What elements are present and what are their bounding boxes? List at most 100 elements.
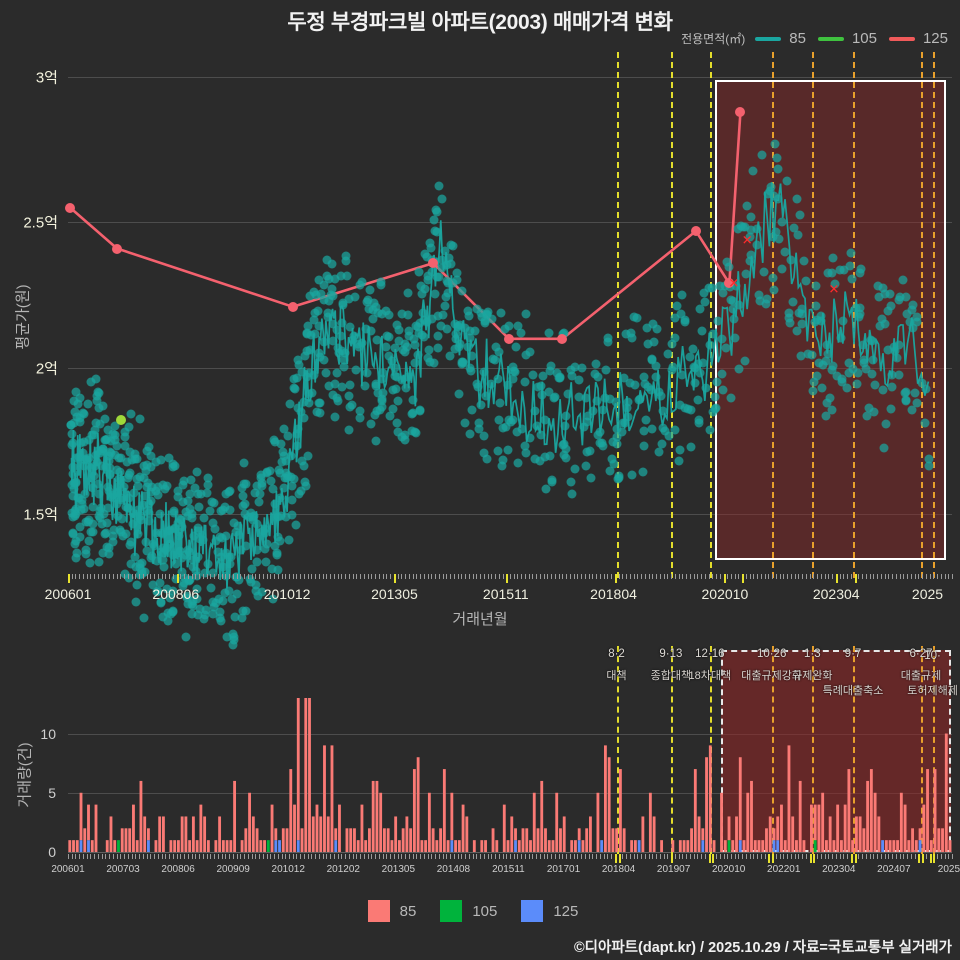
price-point-85 — [438, 310, 447, 319]
price-tick — [682, 574, 683, 579]
price-tick — [802, 574, 803, 579]
volume-tick — [772, 854, 774, 863]
price-point-85 — [433, 228, 442, 237]
price-point-85 — [391, 364, 400, 373]
price-point-85 — [773, 153, 782, 162]
volume-bar-segment-85 — [252, 816, 255, 852]
price-tick — [817, 574, 818, 579]
price-tick — [252, 574, 253, 579]
volume-bar-segment-85 — [840, 840, 843, 852]
volume-tick — [866, 854, 867, 859]
price-point-85 — [94, 489, 103, 498]
volume-tick — [454, 854, 455, 859]
price-point-85 — [330, 412, 339, 421]
price-tick — [308, 574, 309, 579]
price-point-85 — [100, 415, 109, 424]
volume-tick — [300, 854, 301, 859]
price-tick — [649, 574, 650, 579]
volume-bar-segment-85 — [851, 840, 854, 852]
volume-bar-segment-85 — [68, 840, 71, 852]
volume-bar-segment-85 — [80, 793, 83, 840]
price-tick — [933, 574, 934, 579]
price-tick — [158, 574, 159, 579]
volume-bar-segment-85 — [731, 840, 734, 852]
price-point-85 — [658, 407, 667, 416]
price-point-85 — [618, 427, 627, 436]
price-point-85 — [721, 343, 730, 352]
price-tick — [368, 574, 369, 579]
volume-tick — [604, 854, 605, 859]
volume-bar-segment-85 — [256, 828, 259, 852]
volume-bar-segment-85 — [110, 816, 113, 852]
volume-tick — [368, 854, 369, 859]
price-point-85 — [630, 381, 639, 390]
price-tick — [768, 574, 769, 579]
volume-tick — [649, 854, 650, 859]
volume-bar-segment-85 — [847, 769, 850, 852]
price-tick — [832, 574, 833, 579]
volume-bar-segment-85 — [608, 757, 611, 852]
price-tick — [428, 574, 429, 579]
volume-tick — [180, 854, 181, 859]
price-point-85 — [746, 251, 755, 260]
price-tick — [525, 574, 526, 579]
volume-tick — [577, 854, 578, 859]
price-point-85 — [193, 552, 202, 561]
volume-bar-segment-85 — [169, 840, 172, 852]
price-point-85 — [623, 403, 632, 412]
volume-tick — [334, 854, 335, 859]
volume-tick — [364, 854, 365, 859]
volume-tick — [128, 854, 129, 859]
volume-bar-segment-125 — [578, 840, 581, 852]
price-tick — [529, 574, 530, 579]
volume-bar-segment-85 — [346, 828, 349, 852]
volume-bar-segment-85 — [518, 840, 521, 852]
price-tick — [577, 574, 578, 579]
price-point-85 — [730, 314, 739, 323]
volume-bar-segment-85 — [147, 828, 150, 840]
price-tick — [622, 574, 623, 579]
volume-bar-segment-85 — [930, 840, 933, 852]
price-tick — [840, 574, 841, 579]
price-tick — [207, 574, 208, 579]
price-tick — [364, 574, 365, 579]
price-tick — [517, 574, 518, 579]
volume-xtick: 201012 — [272, 864, 305, 875]
price-tick — [461, 574, 462, 579]
price-point-85 — [697, 326, 706, 335]
price-point-85 — [503, 445, 512, 454]
volume-bar-segment-85 — [904, 805, 907, 852]
volume-tick — [720, 854, 721, 859]
price-point-85 — [491, 356, 500, 365]
volume-tick — [124, 854, 125, 859]
volume-tick — [544, 854, 545, 859]
volume-bar-segment-85 — [746, 793, 749, 852]
price-tick — [566, 574, 567, 579]
price-tick — [169, 574, 170, 579]
volume-bar-segment-85 — [432, 828, 435, 852]
legend-swatch-105-bar — [440, 900, 462, 922]
price-point-85 — [460, 419, 469, 428]
volume-tick — [843, 854, 844, 859]
price-tick — [877, 574, 878, 579]
price-point-85 — [328, 291, 337, 300]
volume-tick — [791, 854, 792, 859]
price-tick — [450, 574, 451, 579]
price-point-85 — [529, 371, 538, 380]
price-tick — [356, 574, 357, 579]
volume-tick — [356, 854, 357, 859]
volume-tick — [491, 854, 492, 859]
volume-bar-segment-85 — [398, 840, 401, 852]
volume-bar-segment-85 — [244, 828, 247, 852]
price-tick — [360, 574, 361, 579]
price-tick — [664, 574, 665, 579]
price-tick — [679, 574, 680, 579]
price-tick — [83, 574, 84, 579]
price-point-85 — [892, 353, 901, 362]
price-xtick: 201511 — [483, 586, 529, 602]
volume-tick — [735, 854, 736, 859]
price-point-85 — [786, 319, 795, 328]
volume-bar-segment-85 — [922, 805, 925, 852]
price-tick — [858, 574, 859, 579]
price-point-85 — [84, 537, 93, 546]
